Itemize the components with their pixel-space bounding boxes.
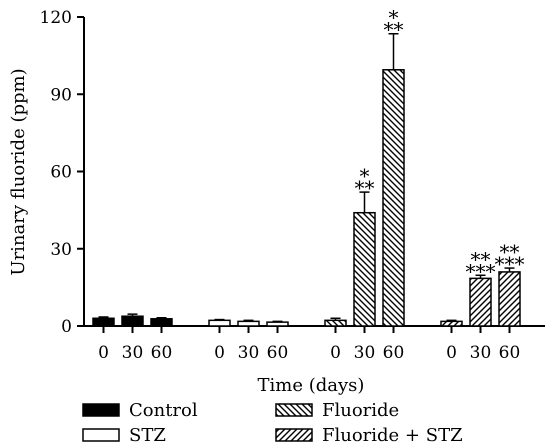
legend-swatch [82, 403, 120, 417]
x-tick-label: 30 [122, 343, 144, 363]
legend-label: Fluoride + STZ [322, 425, 463, 446]
legend-label: Fluoride [322, 400, 399, 421]
x-tick-label: 30 [238, 343, 260, 363]
y-tick-label: 90 [50, 85, 72, 105]
x-axis-title: Time (days) [258, 375, 365, 396]
y-axis: 0 30 60 90 120 [40, 8, 85, 337]
bar [237, 320, 260, 327]
bar [353, 211, 376, 327]
significance-marker: ** [384, 18, 404, 42]
bar [324, 319, 347, 327]
significance-marker: ** [471, 247, 491, 271]
bar [266, 321, 289, 327]
significance-marker: ** [500, 240, 520, 264]
bar [92, 317, 115, 327]
x-tick-label: 0 [98, 343, 109, 363]
x-tick-label: 0 [330, 343, 341, 363]
x-tick-label: 60 [151, 343, 173, 363]
legend-label: Control [129, 400, 198, 421]
x-tick-label: 30 [354, 343, 376, 363]
bar [440, 320, 463, 327]
bar [150, 318, 173, 327]
x-axis: 0 30 60 0 30 60 0 30 60 0 30 60 [84, 325, 545, 363]
x-tick-label: 60 [383, 343, 405, 363]
legend-label: STZ [129, 425, 166, 446]
bars: *********** ***** [92, 6, 525, 327]
significance-marker: ** [355, 176, 375, 200]
bar [498, 271, 521, 327]
bar [382, 69, 405, 327]
legend-swatch [82, 428, 120, 442]
x-tick-label: 30 [470, 343, 492, 363]
x-tick-label: 0 [446, 343, 457, 363]
x-tick-label: 60 [267, 343, 289, 363]
bar [469, 277, 492, 327]
legend-swatch [275, 428, 313, 442]
y-tick-label: 120 [40, 8, 72, 28]
significance-marker: *** [495, 252, 525, 276]
significance-marker: * [389, 6, 399, 30]
bar [208, 319, 231, 327]
x-tick-label: 60 [499, 343, 521, 363]
y-tick-label: 60 [50, 163, 72, 183]
x-tick-label: 0 [214, 343, 225, 363]
y-tick-label: 0 [61, 317, 72, 337]
bar [121, 315, 144, 327]
y-tick-label: 30 [50, 240, 72, 260]
legend-swatch [275, 403, 313, 417]
y-axis-title: Urinary fluoride (ppm) [8, 68, 29, 275]
significance-marker: *** [466, 259, 496, 283]
legend: Control STZ Fluoride Fluoride + STZ [82, 400, 463, 446]
significance-marker: * [360, 164, 370, 188]
